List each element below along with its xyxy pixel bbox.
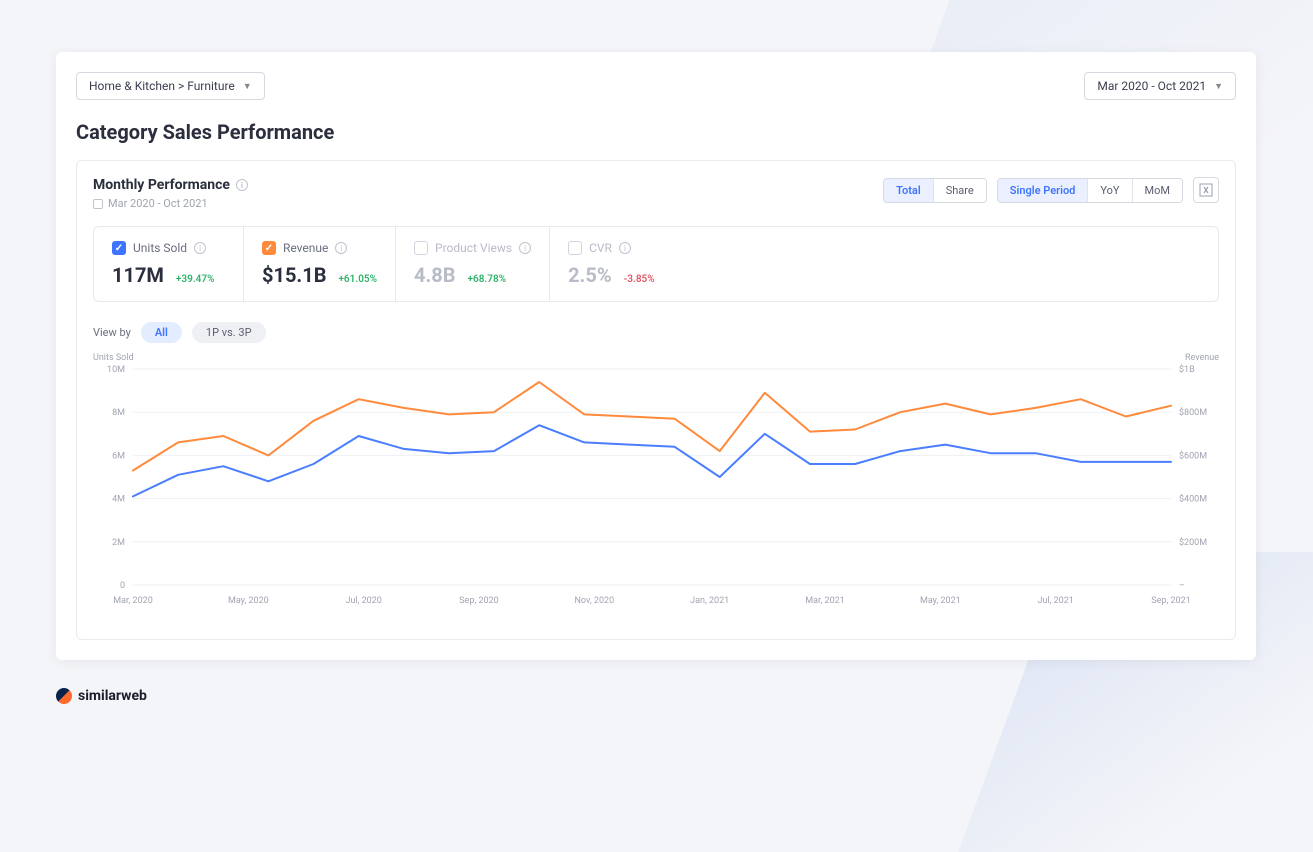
category-dropdown[interactable]: Home & Kitchen > Furniture ▼ [76, 72, 265, 100]
metric-value: 2.5% [568, 263, 612, 287]
svg-text:Jul, 2020: Jul, 2020 [345, 596, 381, 606]
info-icon[interactable]: i [619, 242, 631, 254]
checkbox-empty-icon [414, 241, 428, 255]
metric-label-text: Revenue [283, 241, 328, 255]
svg-text:–: – [1179, 581, 1185, 591]
dashboard-panel: Home & Kitchen > Furniture ▼ Mar 2020 - … [56, 52, 1256, 660]
calendar-icon [93, 199, 103, 209]
period-toggle: Single Period YoY MoM [997, 178, 1183, 203]
metric-value: $15.1B [262, 263, 326, 287]
logo-icon [53, 685, 76, 708]
view-all-pill[interactable]: All [141, 322, 182, 343]
metric-label-text: CVR [589, 241, 612, 255]
caret-down-icon: ▼ [243, 81, 252, 92]
svg-text:May, 2021: May, 2021 [920, 596, 961, 606]
metric-label-text: Units Sold [133, 241, 187, 255]
date-range-dropdown[interactable]: Mar 2020 - Oct 2021 ▼ [1084, 72, 1236, 100]
toggle-share[interactable]: Share [934, 179, 986, 202]
svg-text:$200M: $200M [1179, 537, 1207, 548]
info-icon[interactable]: i [335, 242, 347, 254]
view-1p3p-pill[interactable]: 1P vs. 3P [192, 322, 266, 343]
info-icon[interactable]: i [194, 242, 206, 254]
brand-logo: similarweb [56, 688, 147, 704]
info-icon[interactable]: i [236, 179, 248, 191]
right-axis-title: Revenue [1185, 353, 1219, 363]
svg-text:8M: 8M [112, 408, 125, 418]
svg-text:0: 0 [120, 581, 125, 591]
svg-text:May, 2020: May, 2020 [228, 596, 269, 606]
svg-text:6M: 6M [112, 451, 125, 461]
svg-text:2M: 2M [112, 538, 125, 548]
checkbox-checked-icon: ✓ [112, 241, 126, 255]
svg-text:4M: 4M [112, 495, 125, 505]
toggle-total[interactable]: Total [884, 179, 934, 202]
svg-text:Jan, 2021: Jan, 2021 [690, 596, 729, 606]
metric-value: 117M [112, 263, 164, 287]
svg-text:$1B: $1B [1179, 364, 1195, 375]
svg-text:Nov, 2020: Nov, 2020 [575, 596, 615, 606]
card-title: Monthly Performance [93, 177, 230, 193]
export-button[interactable] [1193, 177, 1219, 203]
performance-chart: Units Sold Revenue 0 – 2M $200M 4M $400M 6M $60… [93, 355, 1219, 615]
card-date-subtitle: Mar 2020 - Oct 2021 [108, 197, 208, 210]
svg-text:$800M: $800M [1179, 407, 1207, 418]
svg-text:$600M: $600M [1179, 450, 1207, 461]
info-icon[interactable]: i [519, 242, 531, 254]
page-title: Category Sales Performance [56, 100, 1256, 160]
total-share-toggle: Total Share [883, 178, 987, 203]
svg-text:Mar, 2020: Mar, 2020 [113, 596, 153, 606]
metric-cvr[interactable]: CVR i 2.5% -3.85% [550, 227, 700, 301]
performance-card: Monthly Performance i Mar 2020 - Oct 202… [76, 160, 1236, 640]
checkbox-empty-icon [568, 241, 582, 255]
metric-change: -3.85% [624, 274, 655, 285]
metric-value: 4.8B [414, 263, 456, 287]
view-by-label: View by [93, 326, 131, 339]
metric-change: +39.47% [176, 274, 215, 285]
svg-text:Sep, 2020: Sep, 2020 [459, 596, 498, 606]
metric-change: +68.78% [468, 274, 507, 285]
metric-product-views[interactable]: Product Views i 4.8B +68.78% [396, 227, 550, 301]
left-axis-title: Units Sold [93, 353, 134, 363]
caret-down-icon: ▼ [1214, 81, 1223, 92]
metric-units-sold[interactable]: ✓ Units Sold i 117M +39.47% [94, 227, 244, 301]
svg-text:Jul, 2021: Jul, 2021 [1037, 596, 1073, 606]
checkbox-checked-icon: ✓ [262, 241, 276, 255]
toggle-mom[interactable]: MoM [1133, 179, 1182, 202]
svg-text:Sep, 2021: Sep, 2021 [1151, 596, 1190, 606]
metric-revenue[interactable]: ✓ Revenue i $15.1B +61.05% [244, 227, 396, 301]
toggle-single-period[interactable]: Single Period [998, 179, 1089, 202]
category-breadcrumb: Home & Kitchen > Furniture [89, 79, 235, 93]
metric-change: +61.05% [338, 274, 377, 285]
metric-label-text: Product Views [435, 241, 512, 255]
toggle-yoy[interactable]: YoY [1088, 179, 1132, 202]
svg-text:$400M: $400M [1179, 494, 1207, 505]
metrics-row: ✓ Units Sold i 117M +39.47% ✓ Revenue i … [93, 226, 1219, 302]
svg-text:10M: 10M [107, 365, 125, 375]
brand-name: similarweb [78, 688, 147, 704]
date-range-label: Mar 2020 - Oct 2021 [1097, 79, 1206, 93]
svg-text:Mar, 2021: Mar, 2021 [805, 596, 845, 606]
